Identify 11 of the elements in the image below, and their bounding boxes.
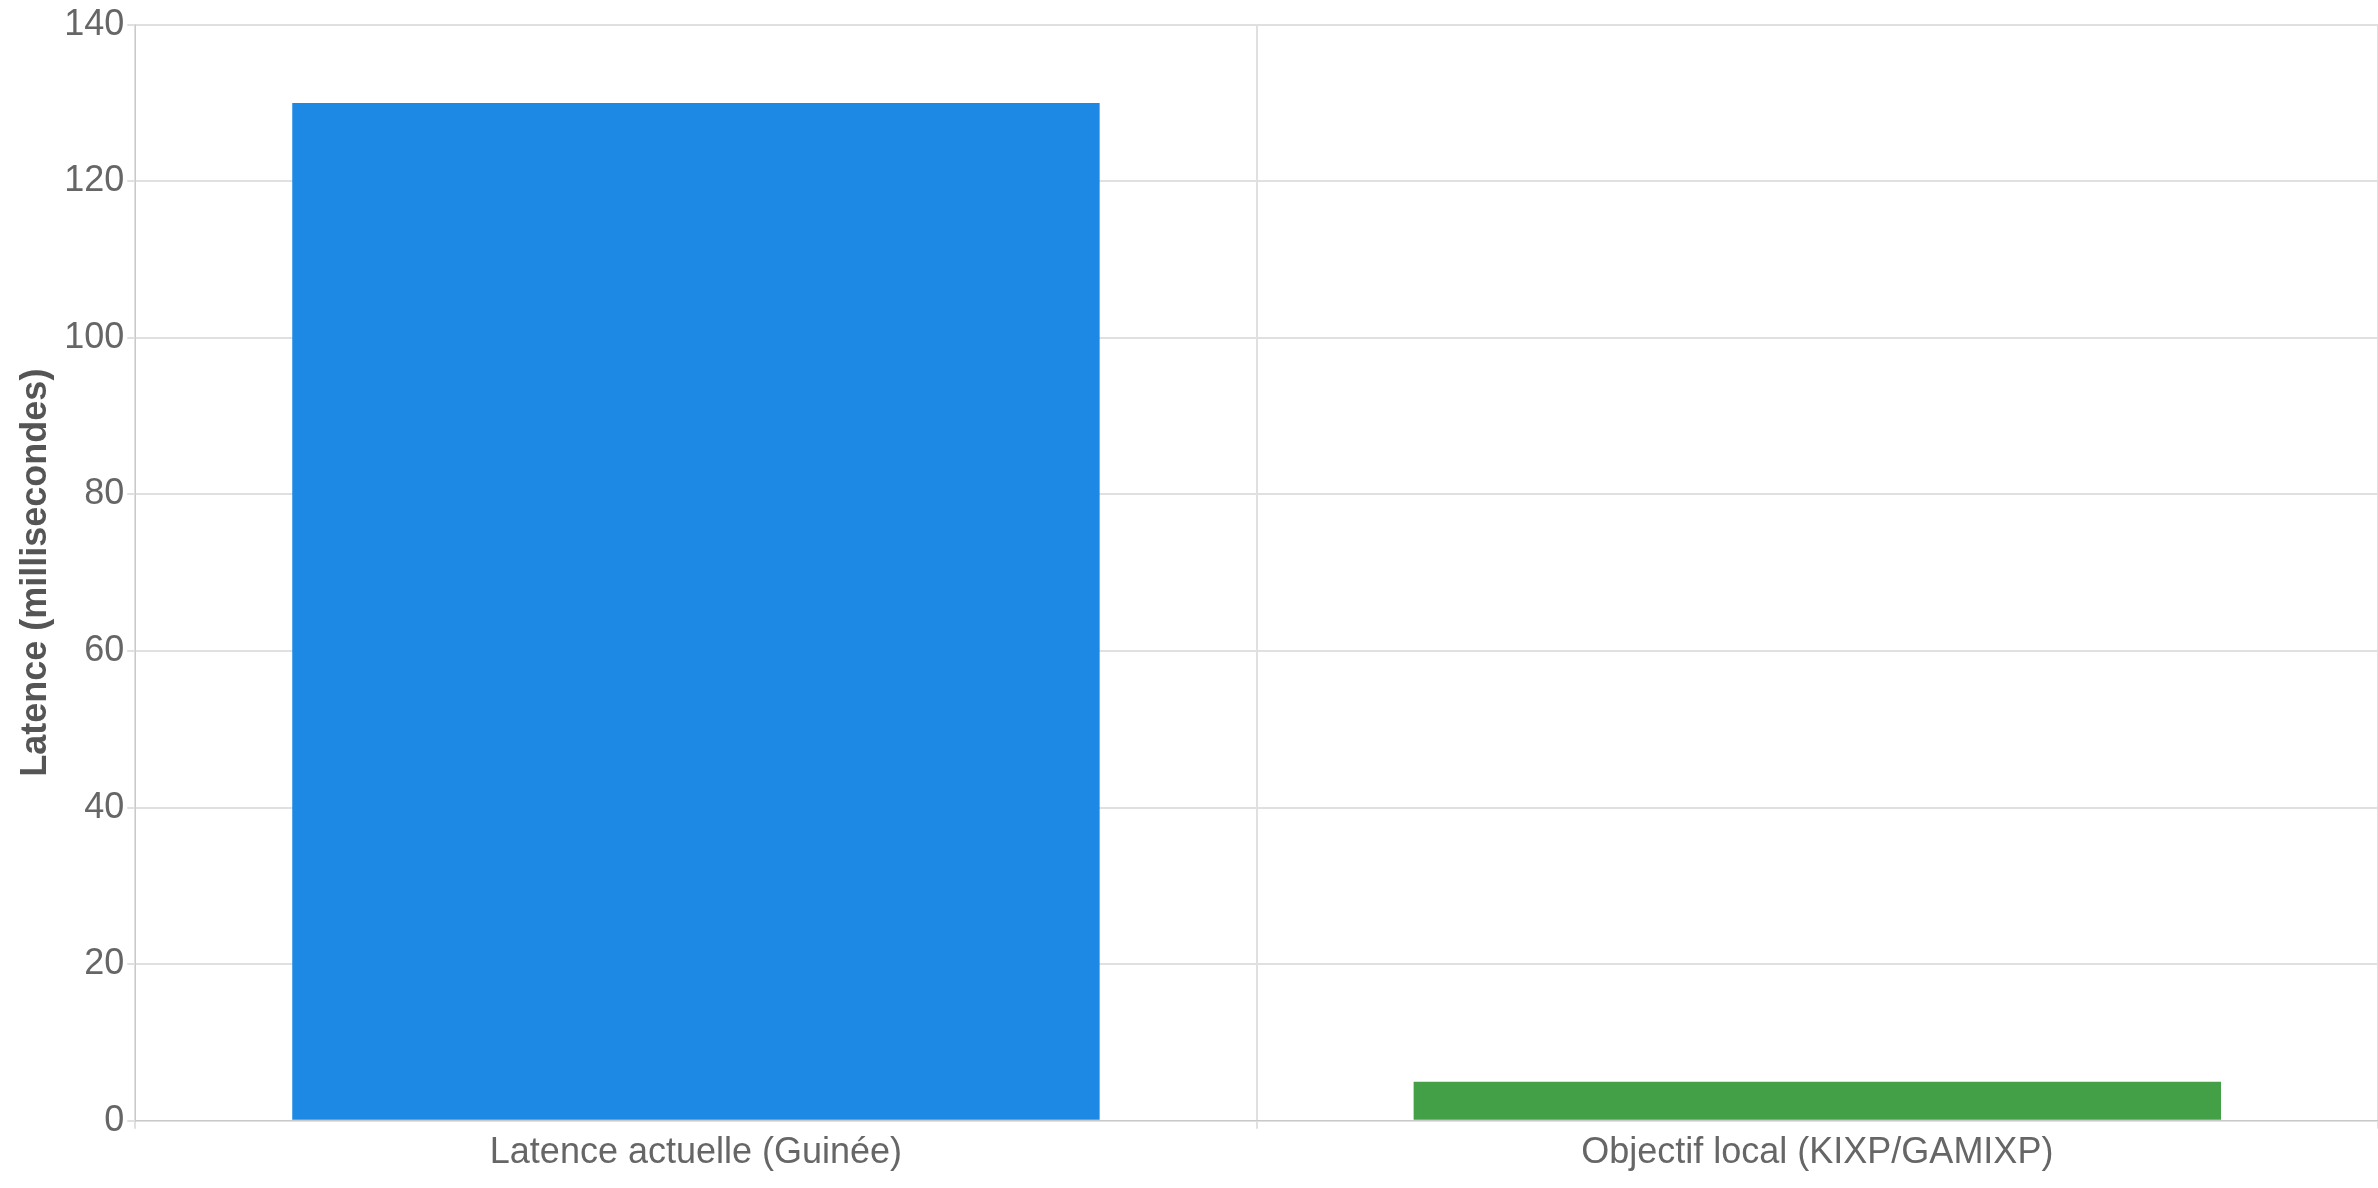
x-tick-label: Latence actuelle (Guinée) xyxy=(489,1130,903,1172)
y-axis-title: Latence (millisecondes) xyxy=(12,368,54,777)
y-tick-label: 120 xyxy=(64,158,125,200)
y-tick-label: 100 xyxy=(64,314,125,356)
y-tick-label: 140 xyxy=(64,1,125,43)
y-tick-label: 60 xyxy=(84,627,125,669)
x-tick-label: Objectif local (KIXP/GAMIXP) xyxy=(1581,1130,2054,1172)
y-tick-label: 80 xyxy=(84,471,125,513)
y-tick-label: 20 xyxy=(84,941,125,983)
y-tick-label: 0 xyxy=(104,1097,125,1139)
y-tick-label: 40 xyxy=(84,784,125,826)
